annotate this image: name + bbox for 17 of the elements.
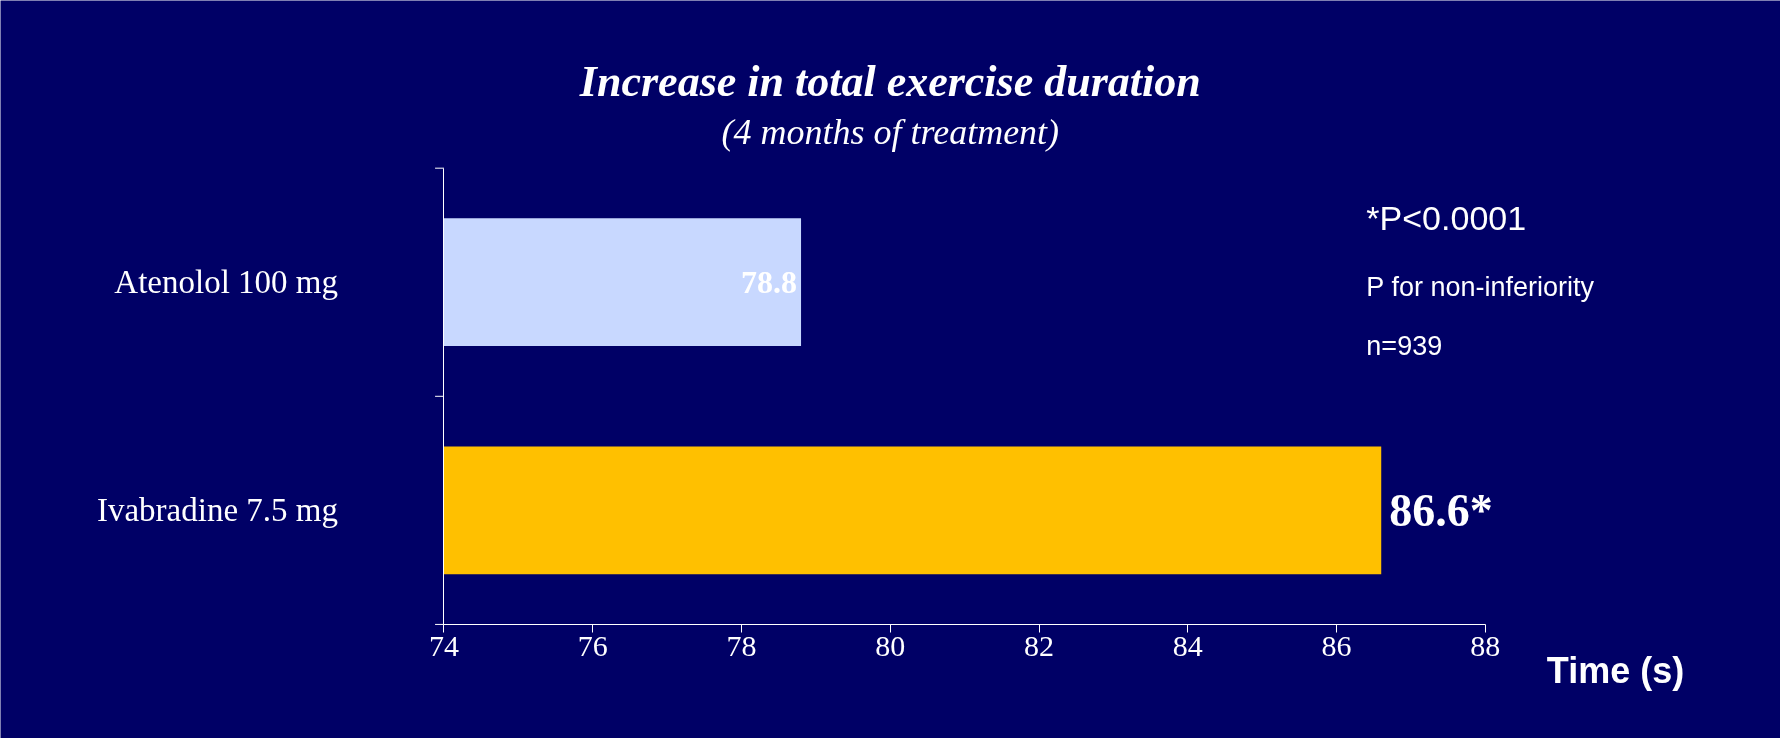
y-tick-label: Ivabradine 7.5 mg xyxy=(96,492,339,529)
x-tick-label: 82 xyxy=(1024,629,1055,663)
x-tick-label: 84 xyxy=(1172,629,1203,663)
chart-subtitle: (4 months of treatment) xyxy=(721,111,1060,152)
data-label: 86.6* xyxy=(1389,484,1493,536)
x-tick-label: 88 xyxy=(1470,629,1501,663)
x-tick-label: 74 xyxy=(429,629,459,663)
annotation: *P<0.0001 xyxy=(1366,199,1527,238)
x-tick-label: 76 xyxy=(577,629,608,663)
x-tick-label: 86 xyxy=(1321,629,1352,663)
x-tick-label: 80 xyxy=(875,629,906,663)
y-tick-label: Atenolol 100 mg xyxy=(114,264,338,301)
x-axis-title: Time (s) xyxy=(1546,649,1685,691)
chart-title: Increase in total exercise duration xyxy=(578,56,1201,106)
x-tick-label: 78 xyxy=(726,629,757,663)
annotation: P for non-inferiority xyxy=(1366,271,1595,302)
annotation: n=939 xyxy=(1366,331,1443,362)
